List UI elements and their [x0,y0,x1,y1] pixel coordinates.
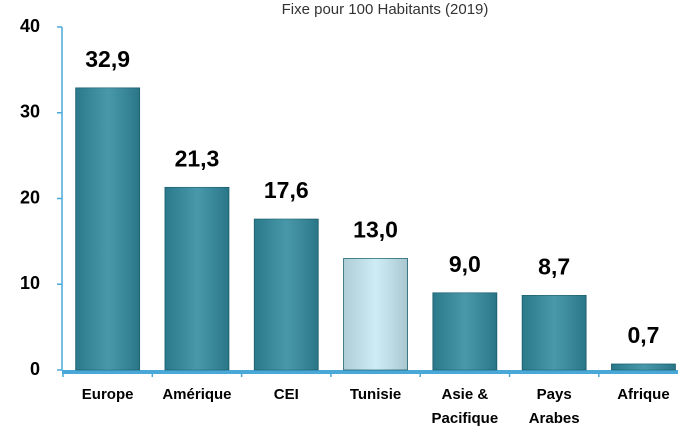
y-tick-label: 10 [20,273,40,293]
bar-shade [611,363,676,370]
y-tick-label: 40 [20,16,40,36]
bar-shade [432,292,497,370]
y-tick-label: 30 [20,102,40,122]
x-tick-label: Afrique [617,386,670,403]
y-tick-label: 20 [20,187,40,207]
x-tick-label: Europe [82,386,134,403]
chart-title: Fixe pour 100 Habitants (2019) [282,1,489,18]
value-label: 32,9 [85,46,130,72]
value-label: 17,6 [264,177,309,203]
value-label: 0,7 [627,322,659,348]
bar-shade [254,219,319,370]
x-tick-label: Asie & Pacifique [432,386,499,427]
bar-shade [164,187,229,370]
value-label: 13,0 [353,217,398,243]
value-label: 21,3 [175,145,220,171]
bar-shade [75,87,140,370]
x-tick-label: CEI [274,386,299,403]
value-label: 9,0 [449,251,481,277]
bar-shade [522,295,587,370]
value-label: 8,7 [538,253,570,279]
x-tick-label: Pays Arabes [529,386,580,427]
bar-shade [343,258,408,370]
x-tick-label: Amérique [162,386,231,403]
y-tick-label: 0 [30,359,40,379]
x-tick-label: Tunisie [350,386,401,403]
